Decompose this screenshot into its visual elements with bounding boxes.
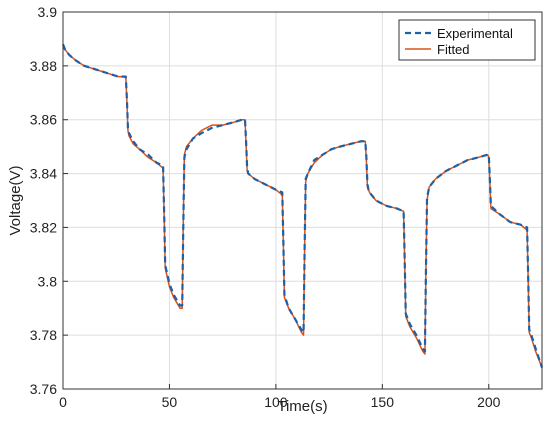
y-tick-label: 3.8 [38,273,58,289]
legend-box [398,19,536,61]
y-tick-label: 3.82 [30,219,57,235]
y-tick-label: 3.88 [30,58,57,74]
x-tick-label: 100 [264,394,288,410]
x-tick-label: 50 [162,394,178,410]
y-tick-label: 3.86 [30,112,57,128]
x-axis-label: Time(s) [277,398,327,415]
y-tick-label: 3.78 [30,327,57,343]
y-tick-label: 3.76 [30,381,57,397]
legend-label-fitted: Fitted [437,42,470,57]
y-axis-label: Voltage(V) [7,165,24,235]
series-line-experimental [61,43,544,368]
series-lines [61,43,544,368]
plot-frame [62,11,543,390]
x-tick-label: 150 [371,394,395,410]
x-tick-label: 0 [59,394,67,410]
axis-ticks: 0 50 100 150 200 3.76 3.78 3.8 3.82 3.84 3.86 3.88 3… [30,4,501,410]
x-tick-label: 200 [477,394,501,410]
y-tick-label: 3.84 [30,166,57,182]
y-tick-label: 3.9 [38,4,58,20]
legend: Experimental Fitted [398,19,536,61]
legend-label-experimental: Experimental [437,26,513,41]
